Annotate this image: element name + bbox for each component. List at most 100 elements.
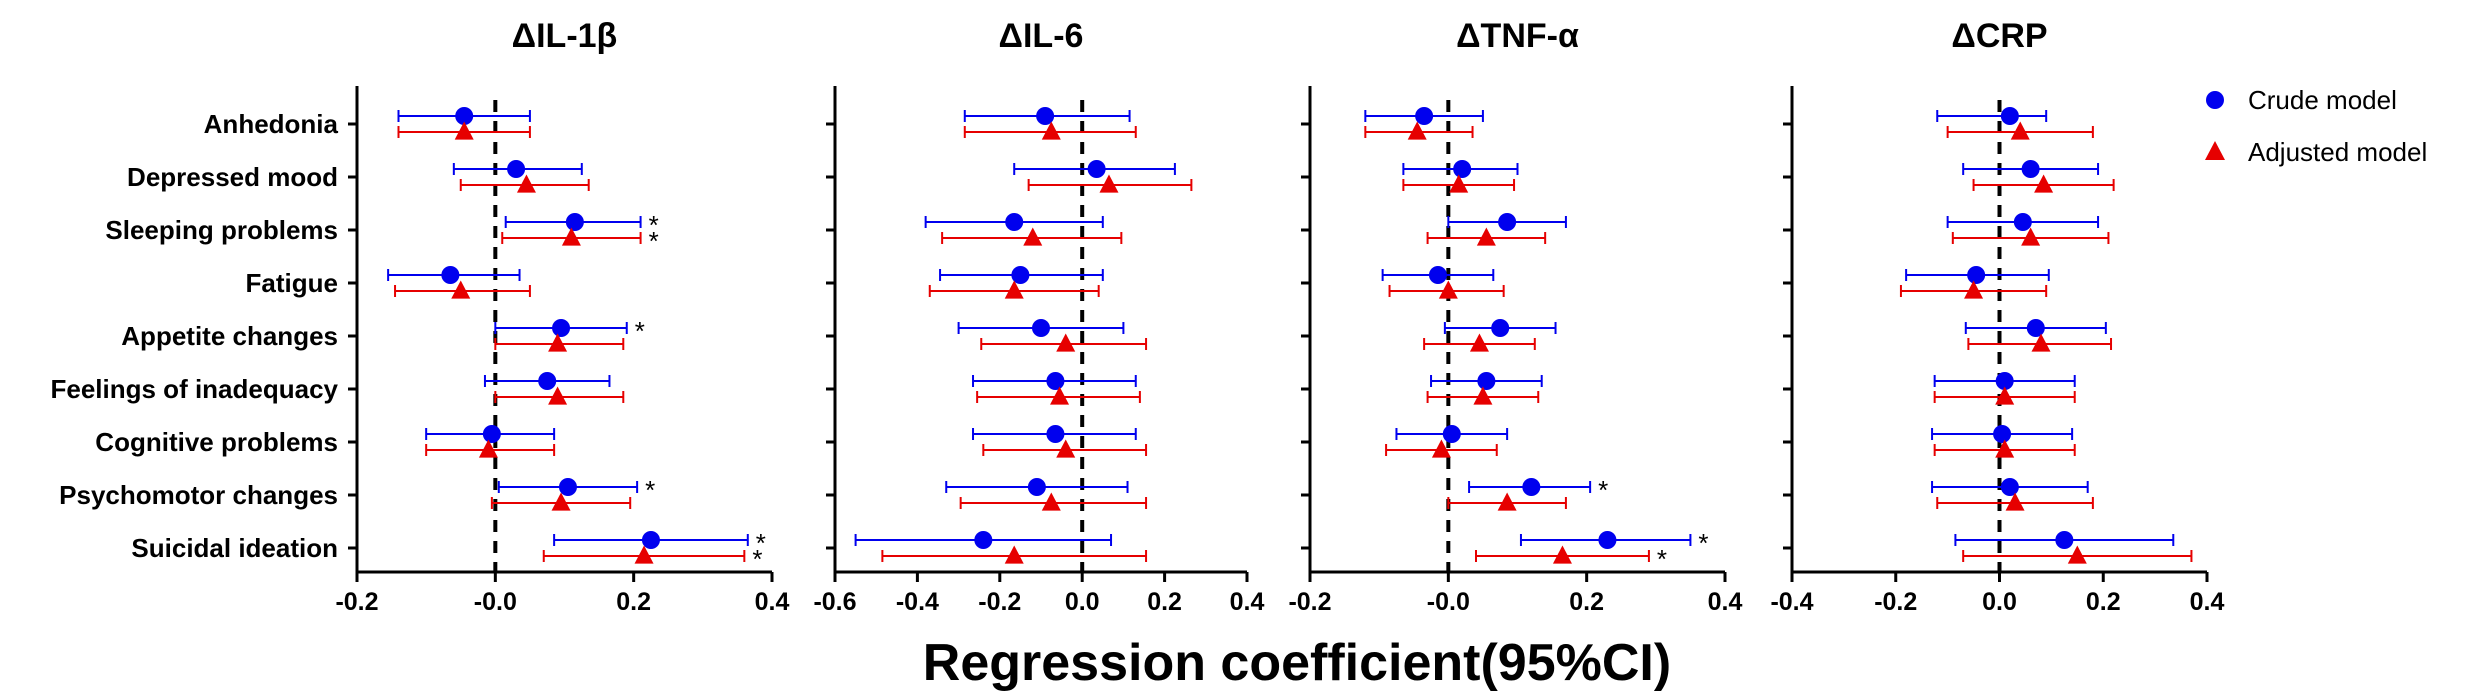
adjusted-point bbox=[1023, 227, 1043, 246]
significance-star: * bbox=[649, 210, 659, 240]
panel-2: ΔTNF-α -0.2 -0.0 0.2 0.4 * * * bbox=[1288, 17, 1742, 616]
x-tick-label: -0.2 bbox=[978, 588, 1021, 616]
row-label-anhedonia: Anhedonia bbox=[204, 109, 339, 139]
crude-point bbox=[1005, 213, 1024, 231]
legend-crude-marker bbox=[2206, 91, 2224, 109]
adjusted-point bbox=[1004, 280, 1024, 299]
adjusted-point bbox=[1407, 121, 1427, 140]
crude-point bbox=[1967, 266, 1986, 284]
adjusted-point bbox=[516, 174, 536, 193]
adjusted-point bbox=[2067, 545, 2087, 564]
crude-point bbox=[552, 319, 571, 337]
crude-point bbox=[2000, 107, 2019, 125]
adjusted-point bbox=[551, 492, 571, 511]
adjusted-point bbox=[1469, 333, 1489, 352]
adjusted-point bbox=[1004, 545, 1024, 564]
x-tick-label: 0.2 bbox=[1147, 588, 1182, 616]
adjusted-point bbox=[1438, 280, 1458, 299]
row-label-cognitive-problems: Cognitive problems bbox=[95, 427, 338, 457]
adjusted-point bbox=[2021, 227, 2041, 246]
crude-point bbox=[455, 107, 474, 125]
adjusted-point bbox=[2005, 492, 2025, 511]
significance-star: * bbox=[756, 528, 766, 558]
crude-point bbox=[538, 372, 557, 390]
x-tick-label: 0.2 bbox=[616, 588, 651, 616]
adjusted-point bbox=[2010, 121, 2030, 140]
crude-point bbox=[2000, 478, 2019, 496]
adjusted-point bbox=[548, 333, 568, 352]
row-label-fatigue: Fatigue bbox=[246, 268, 338, 298]
adjusted-point bbox=[1497, 492, 1517, 511]
crude-point bbox=[641, 531, 660, 549]
adjusted-point bbox=[561, 227, 581, 246]
panel-title: ΔCRP bbox=[1951, 17, 2047, 55]
adjusted-point bbox=[1552, 545, 1572, 564]
legend: Crude model Adjusted model bbox=[2205, 85, 2427, 167]
crude-point bbox=[2021, 160, 2040, 178]
row-label-suicidal-ideation: Suicidal ideation bbox=[131, 533, 338, 563]
adjusted-point bbox=[1476, 227, 1496, 246]
crude-point bbox=[1498, 213, 1517, 231]
panel-title: ΔTNF-α bbox=[1456, 17, 1579, 55]
crude-point bbox=[558, 478, 577, 496]
row-label-psychomotor-changes: Psychomotor changes bbox=[59, 480, 338, 510]
crude-point bbox=[1491, 319, 1510, 337]
adjusted-point bbox=[1056, 439, 1076, 458]
adjusted-point bbox=[451, 280, 471, 299]
significance-star: * bbox=[1598, 475, 1608, 505]
crude-point bbox=[1011, 266, 1030, 284]
x-tick-label: -0.6 bbox=[813, 588, 856, 616]
x-tick-label: -0.0 bbox=[474, 588, 517, 616]
panel-1: ΔIL-6 -0.6 -0.4 -0.2 0.0 0.2 0.4 bbox=[813, 17, 1264, 616]
crude-point bbox=[507, 160, 526, 178]
adjusted-point bbox=[1050, 386, 1070, 405]
panel-3: ΔCRP -0.4 -0.2 0.0 0.2 0.4 bbox=[1770, 17, 2224, 616]
adjusted-point bbox=[454, 121, 474, 140]
crude-point bbox=[1995, 372, 2014, 390]
x-axis-label: Regression coefficient(95%CI) bbox=[923, 634, 1671, 692]
crude-point bbox=[1453, 160, 1472, 178]
adjusted-point bbox=[1041, 492, 1061, 511]
adjusted-point bbox=[1995, 386, 2015, 405]
x-tick-label: 0.0 bbox=[1065, 588, 1100, 616]
significance-star: * bbox=[1657, 544, 1667, 574]
crude-point bbox=[1046, 372, 1065, 390]
crude-point bbox=[1477, 372, 1496, 390]
adjusted-point bbox=[2034, 174, 2054, 193]
row-labels: Anhedonia Depressed mood Sleeping problems… bbox=[50, 109, 338, 563]
crude-point bbox=[1442, 425, 1461, 443]
crude-point bbox=[1598, 531, 1617, 549]
panel-0: ΔIL-1β-0.2 -0.0 0.2 0.4****** bbox=[335, 17, 789, 616]
significance-star: * bbox=[1698, 528, 1708, 558]
crude-point bbox=[2026, 319, 2045, 337]
panels: ΔIL-1β-0.2 -0.0 0.2 0.4******ΔIL-6-0.6 -0.4-… bbox=[335, 17, 2224, 616]
row-label-depressed-mood: Depressed mood bbox=[127, 162, 338, 192]
x-tick-label: -0.4 bbox=[896, 588, 939, 616]
x-tick-label: 0.4 bbox=[1708, 588, 1743, 616]
significance-star: * bbox=[635, 316, 645, 346]
x-tick-label: -0.2 bbox=[1874, 588, 1917, 616]
panel-title: ΔIL-1β bbox=[512, 17, 618, 55]
x-tick-label: -0.0 bbox=[1427, 588, 1470, 616]
legend-label-adjusted-model: Adjusted model bbox=[2248, 137, 2427, 167]
crude-point bbox=[441, 266, 460, 284]
legend-label-crude-model: Crude model bbox=[2248, 85, 2397, 115]
x-tick-label: 0.4 bbox=[2190, 588, 2225, 616]
crude-point bbox=[482, 425, 501, 443]
adjusted-point bbox=[1099, 174, 1119, 193]
crude-point bbox=[1036, 107, 1055, 125]
x-tick-label: -0.2 bbox=[335, 588, 378, 616]
adjusted-point bbox=[478, 439, 498, 458]
adjusted-point bbox=[1995, 439, 2015, 458]
adjusted-point bbox=[2031, 333, 2051, 352]
crude-point bbox=[2055, 531, 2074, 549]
crude-point bbox=[1032, 319, 1050, 337]
x-tick-label: 0.0 bbox=[1982, 588, 2017, 616]
crude-point bbox=[1087, 160, 1106, 178]
crude-point bbox=[2013, 213, 2032, 231]
row-label-appetite-changes: Appetite changes bbox=[121, 321, 338, 351]
crude-point bbox=[1046, 425, 1065, 443]
significance-star: * bbox=[752, 544, 762, 574]
row-label-sleeping-problems: Sleeping problems bbox=[105, 215, 338, 245]
